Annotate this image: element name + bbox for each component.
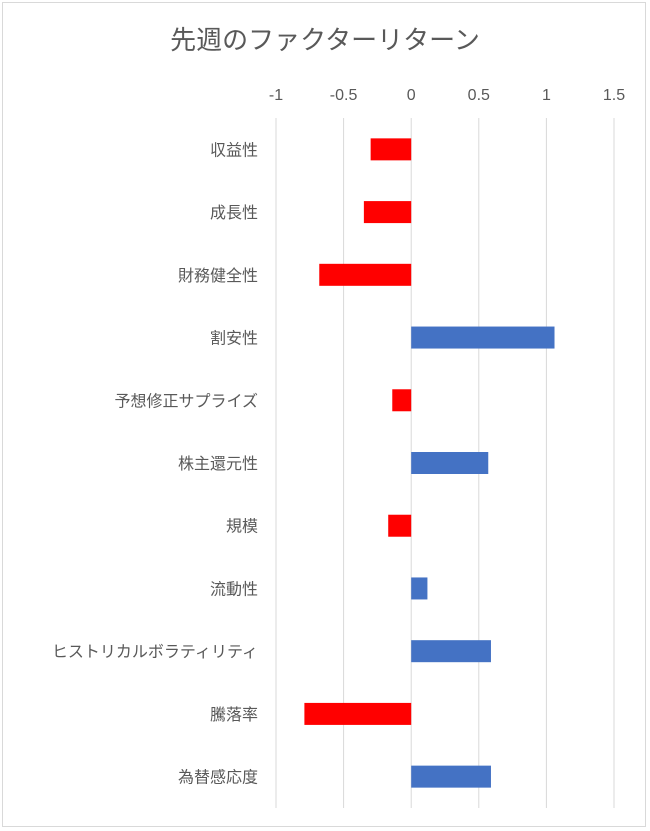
category-label: 為替感応度: [178, 768, 258, 787]
x-tick-label: -0.5: [330, 87, 358, 104]
category-label: 予想修正サプライズ: [114, 391, 258, 410]
bar: [411, 326, 555, 349]
category-label: 収益性: [210, 140, 258, 159]
bar: [392, 389, 412, 412]
bar: [411, 640, 491, 663]
bar: [304, 702, 412, 725]
bar: [388, 514, 412, 537]
bar: [370, 138, 412, 161]
x-tick-label: 0.5: [468, 87, 490, 104]
category-label: 流動性: [210, 579, 258, 598]
x-tick-label: -1: [269, 87, 283, 104]
category-label: 財務健全性: [178, 266, 258, 285]
category-label: 株主還元性: [178, 454, 258, 473]
bar: [411, 765, 491, 788]
category-label: 割安性: [210, 329, 258, 348]
bar: [411, 452, 489, 474]
bar: [411, 577, 428, 600]
x-tick-label: 1.5: [603, 87, 625, 104]
x-tick-label: 1: [542, 87, 551, 104]
category-label: ヒストリカルボラティリティ: [52, 642, 258, 661]
category-label: 騰落率: [210, 705, 258, 724]
category-label: 成長性: [210, 203, 258, 222]
bar: [319, 263, 412, 286]
chart-title: 先週のファクターリターン: [170, 26, 480, 56]
x-tick-label: 0: [407, 87, 416, 104]
bar: [363, 201, 412, 224]
category-label: 規模: [226, 517, 258, 536]
